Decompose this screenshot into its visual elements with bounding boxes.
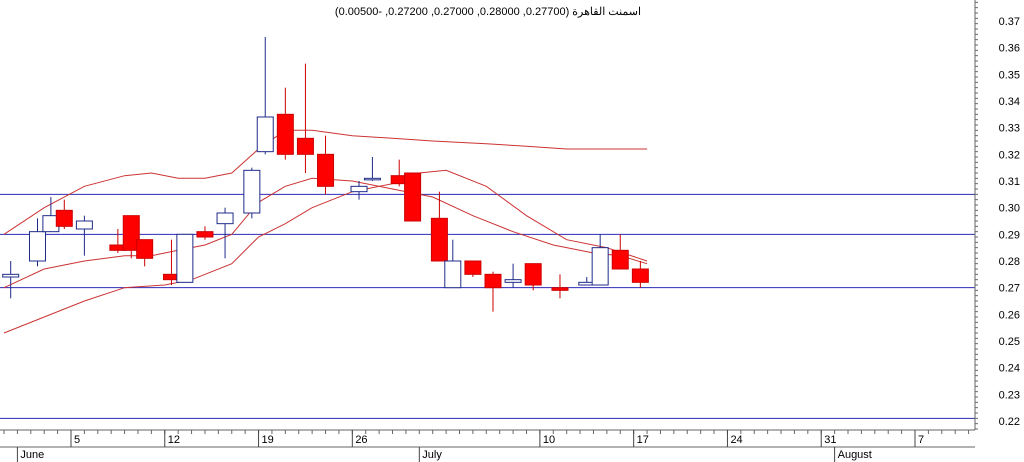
- y-tick-label: 0.31: [999, 176, 1020, 188]
- candle: [176, 233, 194, 283]
- candle: [484, 271, 502, 312]
- y-tick-label: 0.24: [999, 363, 1020, 375]
- candle-body: [404, 172, 422, 222]
- x-month-label: June: [20, 449, 44, 461]
- candle: [122, 215, 140, 259]
- x-week-label: 10: [543, 434, 555, 446]
- candle-body: [296, 137, 314, 155]
- y-tick-label: 0.22: [999, 416, 1020, 428]
- x-week-label: 5: [74, 434, 80, 446]
- candle: [504, 263, 522, 288]
- x-axis: 5 12 19 26 10 17 24 31 7 June July August: [0, 429, 975, 462]
- candle-body: [136, 239, 154, 259]
- y-tick-label: 0.23: [999, 389, 1020, 401]
- candle-body: [256, 116, 274, 153]
- candle-body: [216, 212, 234, 225]
- candle-body: [2, 273, 20, 278]
- candle-body: [504, 279, 522, 283]
- y-tick-label: 0.33: [999, 123, 1020, 135]
- candle: [591, 234, 609, 286]
- candle-body: [243, 169, 261, 214]
- candle: [276, 87, 294, 160]
- candle: [2, 261, 20, 299]
- candle: [216, 207, 234, 259]
- candle-body: [317, 153, 335, 187]
- candle-body: [524, 263, 542, 286]
- candle-body: [484, 273, 502, 289]
- x-month-label: August: [838, 449, 872, 461]
- candle-body: [444, 260, 462, 289]
- candle: [296, 63, 314, 173]
- candle: [611, 234, 629, 270]
- x-week-label: 7: [918, 434, 924, 446]
- candle: [243, 167, 261, 219]
- candle-body: [551, 287, 569, 291]
- y-tick-label: 0.26: [999, 309, 1020, 321]
- y-tick-label: 0.30: [999, 203, 1020, 215]
- y-tick-label: 0.28: [999, 256, 1020, 268]
- candle-body: [28, 231, 46, 262]
- y-tick-label: 0.25: [999, 336, 1020, 348]
- candle-body: [464, 260, 482, 275]
- candle: [256, 37, 274, 155]
- candle-body: [55, 209, 73, 227]
- y-tick-label: 0.37: [999, 16, 1020, 28]
- candle: [404, 172, 422, 222]
- candle-body: [350, 185, 368, 193]
- candle-body: [196, 231, 214, 238]
- chart-title: اسمنت القاهرة (0.27700, 0.28000, 0.27000…: [335, 6, 641, 18]
- candle: [524, 263, 542, 291]
- candle-body: [276, 113, 294, 155]
- candle-body: [611, 249, 629, 270]
- y-tick-label: 0.36: [999, 43, 1020, 55]
- candle: [42, 197, 60, 233]
- x-week-label: 31: [824, 434, 836, 446]
- y-tick-label: 0.32: [999, 149, 1020, 161]
- candle-body: [122, 215, 140, 251]
- candle: [363, 157, 381, 181]
- x-week-label: 19: [262, 434, 274, 446]
- y-axis: 0.22 0.23 0.24 0.25 0.26 0.27 0.28 0.29 0.30 0.31…: [974, 0, 1020, 430]
- x-week-label: 17: [637, 434, 649, 446]
- y-tick-label: 0.27: [999, 283, 1020, 295]
- candle-body: [75, 220, 93, 230]
- candle: [28, 218, 46, 267]
- candle-body: [591, 247, 609, 286]
- candle: [430, 191, 448, 262]
- candle-body: [430, 217, 448, 262]
- candle: [136, 239, 154, 267]
- x-week-label: 12: [168, 434, 180, 446]
- x-week-label: 24: [730, 434, 742, 446]
- candle: [444, 239, 462, 289]
- candles: [2, 37, 649, 312]
- x-month-label: July: [422, 449, 442, 461]
- candle: [55, 199, 73, 229]
- candle: [350, 181, 368, 200]
- candle-body: [363, 177, 381, 181]
- candle: [196, 226, 214, 240]
- candle: [317, 135, 335, 195]
- x-week-label: 26: [355, 434, 367, 446]
- y-tick-label: 0.29: [999, 229, 1020, 241]
- candle: [75, 215, 93, 256]
- candle-body: [631, 268, 649, 283]
- bollinger-lower-line: [3, 169, 648, 334]
- candle: [551, 274, 569, 299]
- y-tick-label: 0.35: [999, 69, 1020, 81]
- candle: [464, 260, 482, 277]
- candle-body: [176, 233, 194, 283]
- y-tick-label: 0.34: [999, 96, 1020, 108]
- candle: [631, 261, 649, 288]
- bollinger-middle-line: [3, 177, 648, 289]
